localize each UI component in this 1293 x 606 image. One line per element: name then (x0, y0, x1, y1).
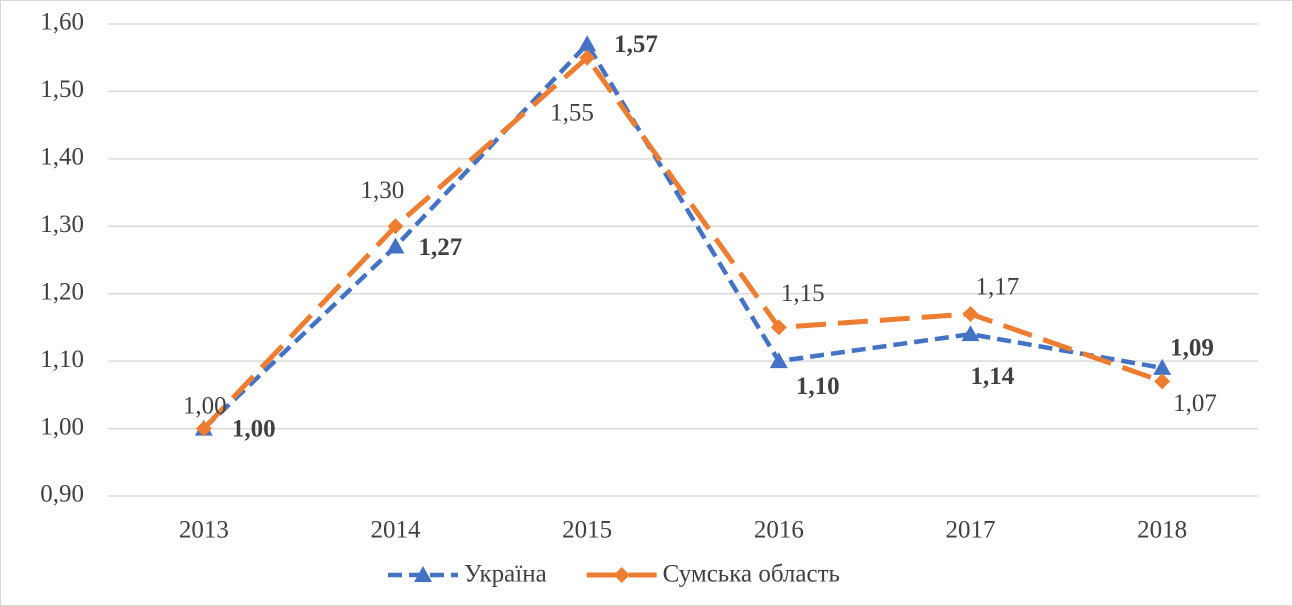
point-marker (961, 325, 980, 342)
data-label: 1,17 (976, 274, 1020, 301)
point-marker (962, 305, 979, 322)
point-marker (1154, 373, 1171, 390)
x-tick-label: 2013 (179, 517, 229, 544)
x-tick-label: 2018 (1137, 517, 1187, 544)
y-tick-label: 1,60 (40, 9, 84, 36)
point-marker (387, 218, 404, 235)
data-label: 1,07 (1173, 390, 1217, 417)
point-marker (579, 49, 596, 66)
data-label: 1,00 (183, 392, 227, 419)
data-label: 1,57 (614, 31, 658, 58)
legend-label: Сумська область (663, 561, 840, 588)
y-tick-label: 0,90 (40, 481, 84, 508)
legend-marker (613, 567, 630, 583)
series-line (202, 40, 1163, 431)
data-label: 1,10 (796, 373, 840, 400)
x-tick-label: 2015 (562, 517, 612, 544)
series-line (202, 54, 1163, 431)
point-marker (769, 352, 788, 369)
data-label: 1,30 (361, 177, 405, 204)
data-label: 1,00 (232, 415, 276, 442)
data-label: 1,09 (1170, 335, 1214, 362)
y-tick-label: 1,00 (40, 413, 84, 440)
y-tick-label: 1,50 (40, 76, 84, 103)
point-marker (1153, 358, 1172, 375)
data-label: 1,27 (419, 234, 463, 261)
point-marker (770, 319, 787, 336)
legend-label: Україна (464, 561, 547, 588)
point-marker (578, 35, 597, 52)
x-tick-label: 2014 (371, 517, 422, 544)
point-marker (195, 420, 212, 437)
legend-marker (414, 566, 432, 582)
y-tick-label: 1,40 (40, 144, 84, 171)
y-tick-label: 1,10 (40, 346, 84, 373)
y-tick-label: 1,20 (40, 278, 84, 305)
data-label: 1,55 (550, 99, 594, 126)
x-tick-label: 2017 (946, 517, 996, 544)
y-tick-label: 1,30 (40, 211, 84, 238)
x-tick-label: 2016 (754, 517, 804, 544)
point-marker (386, 237, 405, 254)
data-label: 1,14 (971, 363, 1015, 390)
data-label: 1,15 (781, 280, 825, 307)
